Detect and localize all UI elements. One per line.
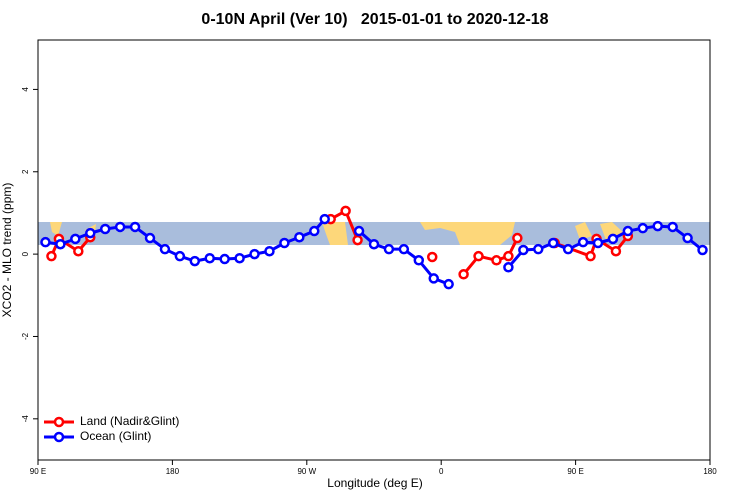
data-point [426, 251, 438, 263]
data-point [697, 244, 708, 256]
chart-title: 0-10N April (Ver 10) 2015-01-01 to 2020-… [201, 11, 548, 28]
data-point [55, 238, 66, 250]
data-point [443, 278, 454, 290]
data-point [682, 232, 693, 244]
y-axis-title: XCO2 - MLO trend (ppm) [0, 183, 14, 318]
legend-label: Ocean (Glint) [80, 429, 151, 443]
legend: Land (Nadir&Glint)Ocean (Glint) [44, 414, 179, 443]
data-point [512, 232, 523, 244]
y-tick-label: -4 [21, 415, 30, 423]
data-point [398, 243, 410, 255]
data-point [234, 252, 245, 264]
y-tick-label: 4 [21, 87, 30, 92]
data-point [174, 250, 186, 262]
x-tick-label: 90 W [297, 467, 316, 476]
data-point [585, 250, 596, 262]
data-point [279, 237, 290, 249]
data-point [637, 222, 649, 234]
y-tick-label: 2 [21, 169, 30, 174]
legend-label: Land (Nadir&Glint) [80, 414, 179, 428]
legend-marker [53, 416, 65, 428]
data-point [592, 237, 604, 249]
data-point [652, 220, 663, 232]
data-point [610, 245, 622, 257]
data-point [159, 243, 171, 255]
legend-marker [53, 431, 65, 443]
data-point [85, 227, 96, 239]
data-point [428, 273, 439, 284]
data-point [547, 237, 559, 249]
data-point [368, 238, 380, 250]
data-point [352, 234, 363, 246]
data-point [294, 231, 305, 243]
data-point [249, 248, 260, 260]
data-point [46, 250, 57, 262]
data-point [353, 225, 365, 237]
data-point [99, 223, 111, 235]
x-axis-title: Longitude (deg E) [327, 476, 422, 490]
data-point [189, 255, 201, 267]
data-point [383, 243, 395, 255]
data-point [129, 221, 141, 233]
x-tick-label: 90 E [30, 467, 46, 476]
data-point [340, 205, 351, 217]
data-point [114, 221, 126, 233]
data-point [70, 233, 81, 245]
x-tick-label: 180 [166, 467, 180, 476]
data-point [503, 262, 514, 273]
data-point [204, 252, 215, 264]
data-point [577, 236, 589, 248]
data-point [219, 253, 230, 265]
plot-frame [37, 39, 711, 461]
y-tick-label: 0 [21, 251, 30, 256]
data-point [458, 269, 469, 280]
data-point [73, 245, 84, 257]
data-point [533, 243, 544, 255]
data-point [319, 213, 330, 225]
x-tick-label: 0 [439, 467, 444, 476]
x-tick-label: 180 [703, 467, 717, 476]
y-tick-label: -2 [21, 332, 30, 340]
data-point [667, 221, 678, 233]
data-point [607, 233, 619, 245]
data-point [491, 255, 502, 266]
data-point [622, 225, 634, 237]
data-point [503, 250, 514, 262]
data-point [264, 245, 275, 257]
x-tick-label: 90 E [567, 467, 583, 476]
data-point [413, 255, 425, 266]
data-point [562, 243, 574, 255]
data-point [518, 244, 529, 256]
data-point [144, 232, 156, 244]
data-point [309, 225, 320, 237]
data-point [40, 236, 51, 248]
data-point [473, 250, 484, 262]
